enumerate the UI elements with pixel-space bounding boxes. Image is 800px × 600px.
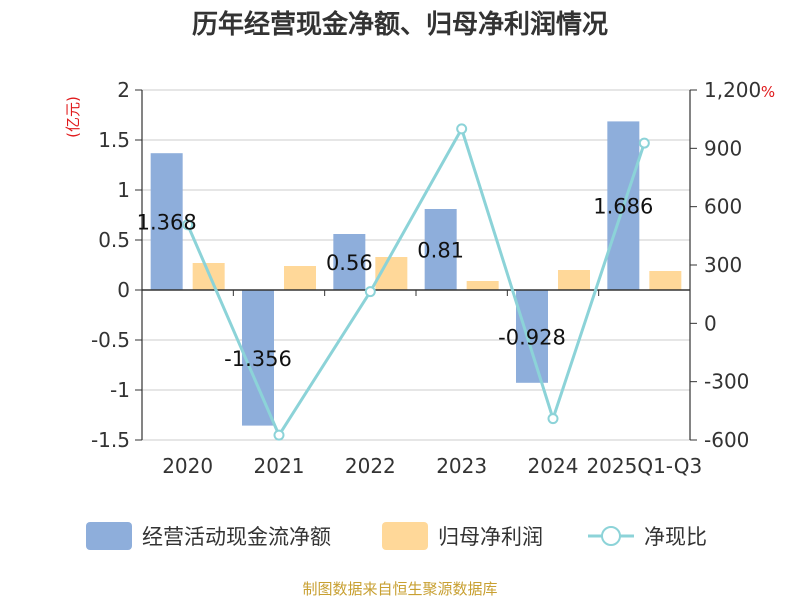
x-axis-label: 2025Q1-Q3: [586, 454, 702, 478]
left-tick-label: 1: [117, 178, 130, 202]
right-tick-label: 600: [704, 195, 742, 219]
cashflow-bar: [516, 290, 548, 383]
ratio-point: [547, 413, 559, 425]
ratio-point: [182, 219, 194, 231]
ratio-point: [273, 429, 285, 441]
legend-label: 归母净利润: [438, 525, 543, 549]
cashflow-data-label: 0.56: [326, 251, 373, 275]
right-tick-label: 900: [704, 136, 742, 160]
chart-title: 历年经营现金净额、归母净利润情况: [192, 9, 608, 40]
right-axis-unit: %: [761, 83, 775, 101]
left-tick-label: 0: [117, 278, 130, 302]
left-tick-label: -1: [110, 378, 130, 402]
x-axis-label: 2023: [436, 454, 487, 478]
data-labels: 1.368 -1.356 0.56 0.81 -0.928 1.686: [137, 195, 654, 371]
cashflow-data-label: 1.686: [593, 195, 653, 219]
legend-swatch-marker: [601, 526, 621, 546]
cashflow-data-label: 1.368: [137, 211, 197, 235]
x-axis-label: 2020: [162, 454, 213, 478]
right-tick-label: 1,200: [704, 78, 761, 102]
cashflow-bar: [150, 153, 183, 290]
x-axis-label: 2022: [345, 454, 396, 478]
right-tick-label: 300: [704, 253, 742, 277]
left-tick-label: 1.5: [98, 128, 130, 152]
ratio-line-path: [186, 125, 646, 439]
legend-label: 经营活动现金流净额: [142, 525, 331, 549]
profit-bar: [284, 266, 316, 290]
axes: [141, 90, 691, 440]
ratio-line: [182, 123, 650, 441]
cashflow-data-label: -1.356: [224, 347, 292, 371]
legend-swatch: [86, 522, 132, 550]
left-tick-label: 2: [117, 78, 130, 102]
bars: [150, 121, 682, 426]
ratio-point: [456, 123, 468, 135]
left-tick-label: 0.5: [98, 228, 130, 252]
right-tick-label: 0: [704, 311, 717, 335]
profit-bar: [649, 271, 682, 290]
left-tick-label: -1.5: [91, 428, 130, 452]
x-axis-label: 2021: [254, 454, 305, 478]
profit-bar: [558, 270, 590, 290]
gridlines: [142, 89, 690, 441]
cashflow-bar: [424, 209, 457, 290]
cashflow-bar: [242, 290, 274, 426]
legend-label: 净现比: [644, 525, 707, 549]
right-axis-ticks: -600 -300 0 300 600 900 1,200: [690, 78, 761, 452]
legend-swatch: [382, 522, 428, 550]
cashflow-data-label: 0.81: [417, 239, 464, 263]
profit-bar: [466, 281, 499, 290]
x-axis-label: 2024: [528, 454, 579, 478]
cashflow-bar: [333, 234, 366, 290]
right-tick-label: -600: [704, 428, 749, 452]
source-note: 制图数据来自恒生聚源数据库: [302, 580, 497, 598]
ratio-point: [638, 137, 650, 149]
left-axis-ticks: -1.5 -1 -0.5 0 0.5 1 1.5 2: [91, 78, 142, 452]
ratio-point: [364, 286, 376, 298]
x-axis-labels: 2020 2021 2022 2023 2024 2025Q1-Q3: [162, 454, 702, 478]
left-axis-unit: (亿元): [64, 96, 82, 138]
cashflow-data-label: -0.928: [498, 325, 566, 349]
legend: 经营活动现金流净额 归母净利润 净现比: [86, 522, 707, 550]
right-tick-label: -300: [704, 370, 749, 394]
left-tick-label: -0.5: [91, 328, 130, 352]
